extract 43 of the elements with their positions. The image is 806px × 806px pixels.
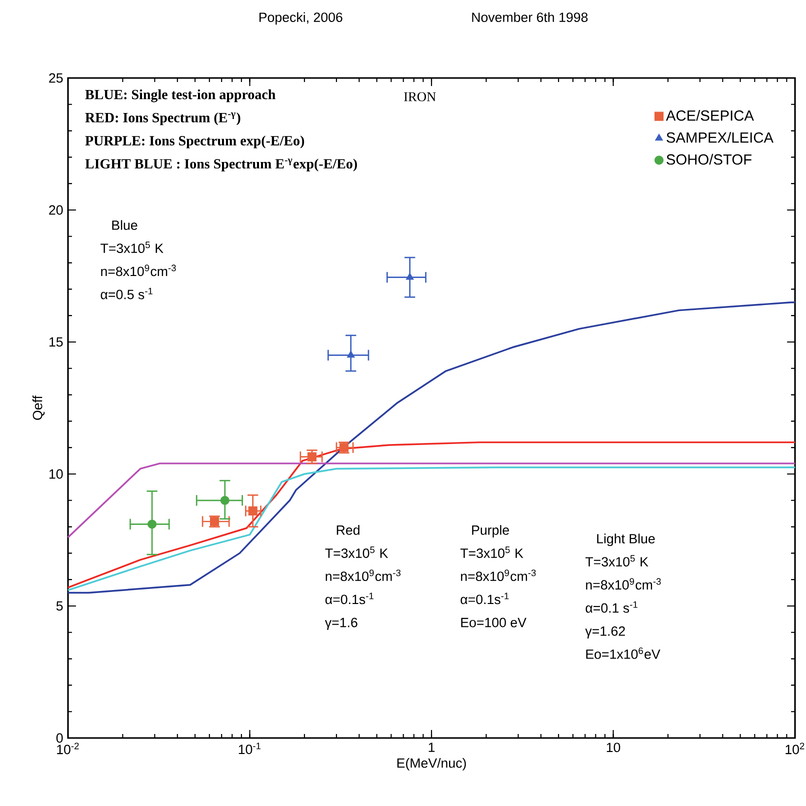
- annotation: Eo=100 eV: [461, 618, 526, 628]
- annotation: BLUE: Single test-ion approach: [85, 89, 276, 102]
- annotation: Red: [336, 525, 360, 535]
- annotation: PURPLE: Ions Spectrum exp(-E/Eo): [85, 136, 304, 148]
- x-tick-label: 10$^{-1}$: [238, 742, 261, 754]
- x-tick-label: 1: [428, 742, 435, 752]
- annotation: γ=1.62: [585, 626, 625, 638]
- x-axis-title: E(MeV/nuc): [397, 758, 466, 770]
- annotation: α=0.1s$^{-1}$: [325, 592, 374, 604]
- annotation: α=0.5 s$^{-1}$: [100, 288, 152, 300]
- annotation: IRON: [404, 92, 436, 102]
- y-tick-label: 25: [49, 73, 63, 83]
- y-tick-label: 10: [49, 469, 63, 479]
- annotation: LIGHT BLUE : Ions Spectrum E$^{-γ}$exp(-E/Eo): [85, 158, 357, 172]
- legend-label: SOHO/STOF: [666, 154, 752, 165]
- annotation: α=0.1s$^{-1}$: [460, 592, 509, 604]
- y-tick-label: 15: [49, 337, 63, 347]
- annotation: n=8x10$^{9}$cm$^{-3}$: [326, 570, 401, 582]
- annotation: T=3x10$^{5}$ K: [460, 546, 524, 558]
- annotation: T=3x10$^{5}$ K: [585, 555, 648, 567]
- annotation: T=3x10$^{5}$ K: [100, 242, 164, 254]
- y-tick-label: 5: [56, 601, 63, 611]
- x-tick-label: 10$^{-2}$: [57, 742, 79, 754]
- annotation: γ=1.6: [324, 618, 358, 630]
- annotation: n=8x10$^{9}$cm$^{-3}$: [586, 578, 661, 590]
- y-axis-title: Qeff: [32, 395, 45, 420]
- x-tick-label: 10$^{2}$: [786, 742, 804, 754]
- annotation: Light Blue: [597, 534, 655, 546]
- y-tick-label: 0: [56, 733, 63, 743]
- chart-title: November 6th 1998: [472, 12, 588, 22]
- annotation: T=3x10$^{5}$ K: [325, 546, 388, 558]
- annotation: Eo=1x10$^{6}$eV: [586, 647, 660, 659]
- text: Popecki, 2006: [259, 12, 342, 25]
- annotation: α=0.1 s$^{-1}$: [586, 601, 638, 613]
- legend-label: SAMPEX/LEICA: [666, 132, 774, 143]
- annotation: n=8x10$^{9}$cm$^{-3}$: [101, 264, 176, 276]
- x-tick-label: 10: [606, 742, 620, 752]
- legend-label: ACE/SEPICA: [666, 110, 754, 121]
- annotation: n=8x10$^{9}$cm$^{-3}$: [461, 570, 536, 582]
- annotation: Purple: [472, 525, 509, 538]
- annotation: Blue: [112, 220, 138, 230]
- annotation: RED: Ions Spectrum (E$^{-γ}$): [85, 112, 240, 126]
- y-tick-label: 20: [49, 205, 63, 215]
